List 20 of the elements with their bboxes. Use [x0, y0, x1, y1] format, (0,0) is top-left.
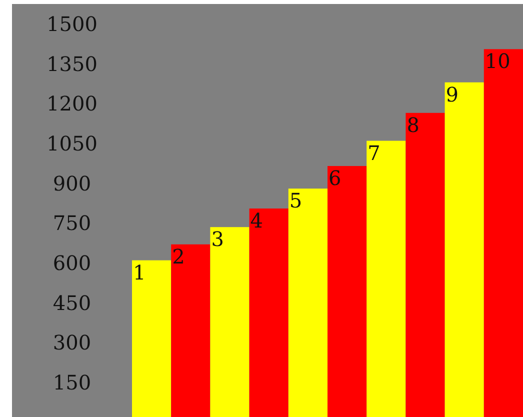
x-tick-label: 2 — [172, 244, 185, 268]
x-tick-label: 7 — [368, 140, 380, 165]
y-tick-label: 900 — [52, 171, 92, 196]
y-tick-label: 1200 — [46, 92, 98, 116]
y-tick-label: 1350 — [46, 52, 98, 76]
y-tick-label: 750 — [52, 211, 92, 236]
y-tick-label: 1050 — [46, 131, 98, 156]
x-tick-label: 1 — [133, 260, 146, 284]
x-tick-label: 4 — [250, 208, 264, 233]
y-tick-label: 150 — [52, 370, 92, 394]
x-tick-label: 9 — [446, 82, 459, 106]
x-tick-label: 6 — [328, 166, 342, 190]
y-tick-label: 600 — [52, 250, 92, 275]
x-tick-label: 3 — [211, 227, 224, 252]
y-tick-label: 450 — [52, 290, 92, 315]
x-tick-label: 8 — [406, 112, 420, 137]
y-tick-label: 1500 — [46, 12, 98, 36]
x-tick-label: 5 — [289, 188, 302, 213]
x-tick-label: 10 — [484, 49, 510, 74]
y-tick-label: 300 — [52, 330, 92, 355]
